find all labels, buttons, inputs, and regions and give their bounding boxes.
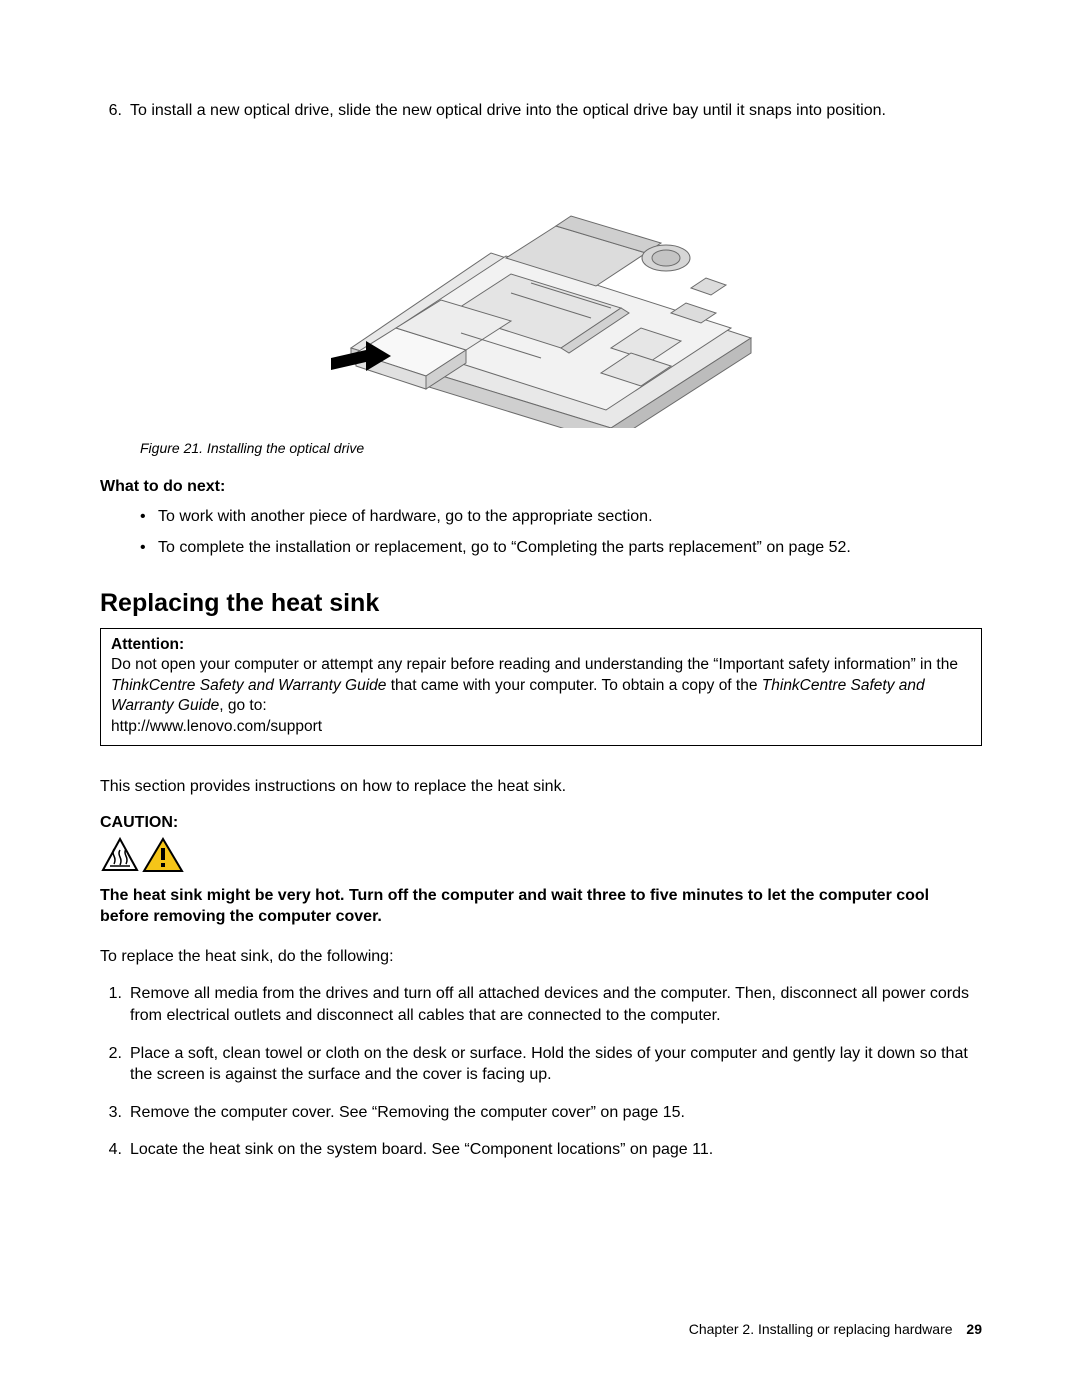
bullet-icon: • [140,506,158,528]
list-text: To complete the installation or replacem… [158,537,851,559]
attention-label: Attention: [111,636,184,653]
step-number: 6. [100,100,130,122]
step-text: Locate the heat sink on the system board… [130,1139,982,1161]
list-text: To work with another piece of hardware, … [158,506,653,528]
figure-21: Figure 21. Installing the optical drive [100,138,982,456]
list-item: • To work with another piece of hardware… [140,506,982,528]
step-text: Remove the computer cover. See “Removing… [130,1102,982,1124]
attention-url: http://www.lenovo.com/support [111,718,322,735]
caution-icons [100,836,982,879]
attention-text-1b: that came with your computer. To obtain … [386,677,761,694]
hot-surface-icon [103,839,137,870]
step-item: 1. Remove all media from the drives and … [100,983,982,1026]
footer-chapter: Chapter 2. Installing or replacing hardw… [689,1321,953,1337]
step-item: 4. Locate the heat sink on the system bo… [100,1139,982,1161]
warning-icon [144,839,182,871]
page-footer: Chapter 2. Installing or replacing hardw… [689,1321,982,1337]
attention-text-1c: , go to: [219,697,266,714]
replace-intro: To replace the heat sink, do the followi… [100,946,982,968]
attention-text-1a: Do not open your computer or attempt any… [111,656,958,673]
what-next-heading: What to do next: [100,478,982,496]
bullet-icon: • [140,537,158,559]
page-content: 6. To install a new optical drive, slide… [0,0,1080,1227]
step-6: 6. To install a new optical drive, slide… [100,100,982,122]
intro-para: This section provides instructions on ho… [100,776,982,798]
step-text: To install a new optical drive, slide th… [130,100,982,122]
step-text: Place a soft, clean towel or cloth on th… [130,1043,982,1086]
attention-box: Attention: Do not open your computer or … [100,628,982,746]
attention-em-1: ThinkCentre Safety and Warranty Guide [111,677,386,694]
what-next-list: • To work with another piece of hardware… [140,506,982,559]
step-number: 1. [100,983,130,1026]
steps-list: 1. Remove all media from the drives and … [100,983,982,1161]
optical-drive-diagram [311,138,771,428]
step-item: 3. Remove the computer cover. See “Remov… [100,1102,982,1124]
caution-label: CAUTION: [100,814,982,832]
section-heading: Replacing the heat sink [100,589,982,618]
caution-text: The heat sink might be very hot. Turn of… [100,885,982,928]
step-number: 3. [100,1102,130,1124]
step-item: 2. Place a soft, clean towel or cloth on… [100,1043,982,1086]
figure-caption: Figure 21. Installing the optical drive [140,440,982,456]
step-number: 4. [100,1139,130,1161]
footer-page-number: 29 [966,1321,982,1337]
list-item: • To complete the installation or replac… [140,537,982,559]
step-number: 2. [100,1043,130,1086]
step-text: Remove all media from the drives and tur… [130,983,982,1026]
